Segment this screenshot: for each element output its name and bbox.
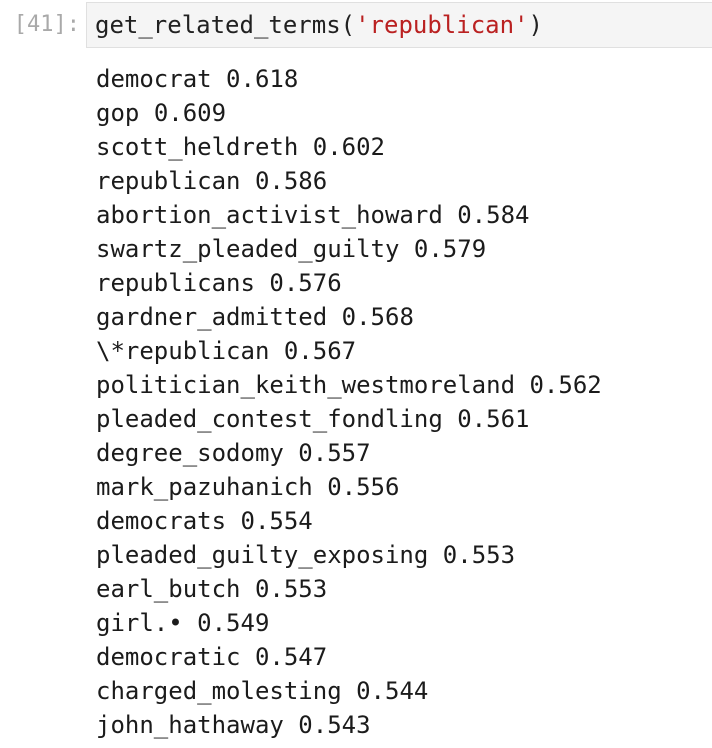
related-term: abortion_activist_howard bbox=[96, 201, 443, 229]
output-line: john_hathaway 0.543 bbox=[96, 708, 706, 742]
related-term: pleaded_guilty_exposing bbox=[96, 541, 429, 569]
output-line: politician_keith_westmoreland 0.562 bbox=[96, 368, 706, 402]
related-term: john_hathaway bbox=[96, 711, 284, 739]
execution-count-prompt: [41]: bbox=[13, 12, 80, 37]
code-closing-paren: ) bbox=[528, 11, 543, 39]
similarity-score: 0.579 bbox=[413, 235, 487, 263]
related-term: \*republican bbox=[96, 337, 270, 365]
similarity-score: 0.576 bbox=[269, 269, 342, 297]
similarity-score: 0.568 bbox=[341, 303, 414, 331]
output-line: democratic 0.547 bbox=[96, 640, 706, 674]
similarity-score: 0.584 bbox=[457, 201, 530, 229]
code-input-area[interactable]: get_related_terms('republican') bbox=[86, 2, 712, 48]
related-term: republican bbox=[96, 167, 241, 195]
similarity-score: 0.549 bbox=[197, 609, 270, 637]
similarity-score: 0.586 bbox=[254, 167, 328, 195]
related-term: democratic bbox=[96, 643, 241, 671]
similarity-score: 0.553 bbox=[254, 575, 328, 603]
output-line: swartz_pleaded_guilty 0.579 bbox=[96, 232, 706, 266]
similarity-score: 0.557 bbox=[298, 439, 371, 467]
output-line: charged_molesting 0.544 bbox=[96, 674, 706, 708]
similarity-score: 0.602 bbox=[312, 133, 385, 161]
output-line: abortion_activist_howard 0.584 bbox=[96, 198, 706, 232]
similarity-score: 0.544 bbox=[356, 677, 429, 705]
related-term: pleaded_contest_fondling bbox=[96, 405, 443, 433]
related-term: gop bbox=[96, 99, 140, 127]
related-term: girl.• bbox=[96, 609, 183, 637]
output-line: republican 0.586 bbox=[96, 164, 706, 198]
similarity-score: 0.609 bbox=[153, 99, 227, 127]
output-line: girl.• 0.549 bbox=[96, 606, 706, 640]
related-term: scott_heldreth bbox=[96, 133, 299, 161]
similarity-score: 0.556 bbox=[327, 473, 400, 501]
similarity-score: 0.547 bbox=[254, 643, 328, 671]
similarity-score: 0.554 bbox=[240, 507, 313, 535]
output-line: democrats 0.554 bbox=[96, 504, 706, 538]
related-term: mark_pazuhanich bbox=[96, 473, 313, 501]
similarity-score: 0.618 bbox=[226, 65, 299, 93]
similarity-score: 0.561 bbox=[457, 405, 530, 433]
code-line: get_related_terms('republican') bbox=[95, 3, 543, 47]
related-term: democrats bbox=[96, 507, 227, 535]
related-term: degree_sodomy bbox=[96, 439, 284, 467]
output-line: gop 0.609 bbox=[96, 96, 706, 130]
output-line: democrat 0.618 bbox=[96, 62, 706, 96]
related-term: swartz_pleaded_guilty bbox=[96, 235, 400, 263]
code-string-argument: 'republican' bbox=[355, 11, 529, 39]
related-term: earl_butch bbox=[96, 575, 241, 603]
output-line: pleaded_guilty_exposing 0.553 bbox=[96, 538, 706, 572]
output-line: republicans 0.576 bbox=[96, 266, 706, 300]
related-term: gardner_admitted bbox=[96, 303, 328, 331]
similarity-score: 0.562 bbox=[529, 371, 602, 399]
related-term: politician_keith_westmoreland bbox=[96, 371, 516, 399]
output-line: pleaded_contest_fondling 0.561 bbox=[96, 402, 706, 436]
related-term: republicans bbox=[96, 269, 255, 297]
cell-output-area: democrat 0.618 gop 0.609 scott_heldreth 0.… bbox=[96, 62, 706, 742]
related-term: democrat bbox=[96, 65, 212, 93]
output-line: gardner_admitted 0.568 bbox=[96, 300, 706, 334]
output-line: scott_heldreth 0.602 bbox=[96, 130, 706, 164]
output-line: \*republican 0.567 bbox=[96, 334, 706, 368]
similarity-score: 0.567 bbox=[283, 337, 357, 365]
related-term: charged_molesting bbox=[96, 677, 342, 705]
similarity-score: 0.553 bbox=[442, 541, 516, 569]
output-line: earl_butch 0.553 bbox=[96, 572, 706, 606]
similarity-score: 0.543 bbox=[298, 711, 371, 739]
output-line: mark_pazuhanich 0.556 bbox=[96, 470, 706, 504]
code-function-call: get_related_terms( bbox=[95, 11, 356, 39]
output-line: degree_sodomy 0.557 bbox=[96, 436, 706, 470]
